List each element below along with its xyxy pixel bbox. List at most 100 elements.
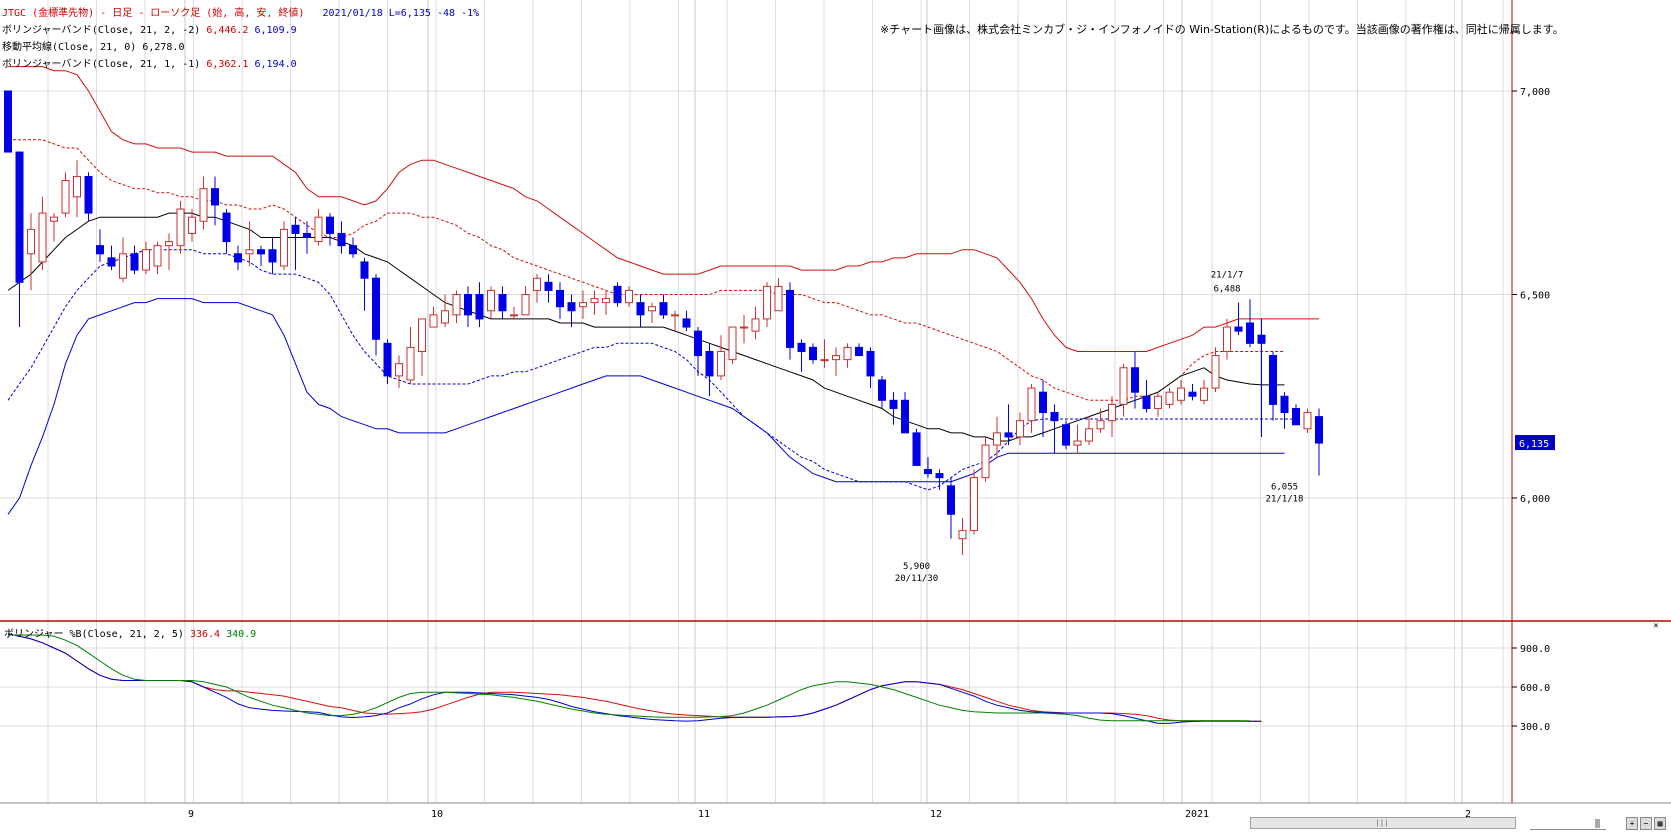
candle-body-down — [337, 232, 346, 247]
price-change: -48 — [436, 8, 456, 19]
candle-body-down — [613, 285, 622, 304]
x-tick-label: 11 — [698, 809, 710, 820]
price-annotation: 6,055 — [1271, 483, 1298, 493]
candle-body-down — [659, 302, 668, 316]
zoom-handle[interactable] — [1595, 819, 1600, 828]
candle-body-up — [579, 302, 587, 308]
bb2-lower: 6,109.9 — [254, 25, 297, 36]
candle-body-up — [1073, 440, 1082, 446]
candle-body-up — [1096, 420, 1105, 430]
candle-body-down — [130, 253, 139, 271]
chart-title-row: JTGC (金標準先物) - 日足 - ローソク足 (始, 高, 安, 終値) … — [2, 4, 479, 19]
candle-body-down — [303, 232, 311, 239]
candle-body-down — [211, 188, 219, 206]
candle-body-down — [855, 346, 863, 357]
candle-body-up — [510, 314, 518, 317]
pctb-line-2 — [8, 634, 1250, 722]
horizontal-scrollbar[interactable]: ||| — [1250, 817, 1516, 829]
price-annotation: 21/1/18 — [1266, 495, 1304, 505]
scroll-thumb[interactable]: ||| — [1375, 819, 1389, 827]
candle-body-up — [314, 216, 323, 243]
x-tick-label: 2021 — [1185, 809, 1209, 820]
candle-body-down — [878, 379, 886, 401]
candle-body-down — [694, 330, 702, 357]
price-annotation: 6,488 — [1213, 284, 1240, 294]
candle-body-up — [1154, 395, 1162, 409]
candle-body-down — [1050, 412, 1059, 422]
candle-body-up — [199, 188, 208, 222]
candle-body-up — [441, 310, 449, 324]
pctb-value-2: 340.9 — [226, 629, 257, 640]
price-annotation: 5,900 — [903, 562, 930, 572]
y-tick-label: 6,500 — [1520, 291, 1550, 302]
candle-body-up — [763, 285, 771, 320]
candle-body-up — [1200, 387, 1208, 401]
candle-body-down — [889, 399, 898, 409]
chart-date: 2021/01/18 — [322, 8, 383, 19]
candle-body-down — [326, 216, 334, 234]
candle-body-down — [1142, 395, 1151, 409]
x-tick-label: 12 — [930, 809, 942, 820]
x-tick-label: 9 — [188, 809, 194, 820]
candle-body-down — [464, 294, 472, 316]
candle-body-up — [188, 216, 196, 234]
bb2-label: ボリンジャーバンド(Close, 21, 2, -2) — [2, 25, 201, 36]
candle-body-down — [901, 399, 909, 434]
candle-body-down — [866, 350, 875, 377]
candle-body-down — [1246, 322, 1254, 344]
candle-body-up — [533, 277, 541, 291]
candle-body-up — [958, 530, 967, 540]
pctb-line-1 — [7, 633, 1262, 724]
candle-body-up — [38, 212, 47, 263]
candle-body-up — [717, 350, 725, 377]
price-change-pct: -1% — [461, 8, 480, 19]
candle-body-up — [774, 285, 783, 312]
candle-body-down — [1039, 391, 1047, 414]
candle-body-down — [935, 473, 944, 479]
zoom-slider[interactable] — [1530, 819, 1606, 830]
candle-body-down — [1292, 407, 1300, 426]
candle-body-down — [1269, 355, 1277, 405]
zoom-in-icon[interactable]: + — [1626, 817, 1638, 830]
candle-body-down — [234, 253, 242, 263]
pctb-line-0 — [7, 633, 1262, 722]
candle-body-up — [487, 289, 495, 312]
last-price-label: 6,135 — [1519, 439, 1549, 450]
ma-legend: 移動平均線(Close, 21, 0) 6,278.0 — [2, 38, 184, 53]
candle-body-up — [280, 228, 288, 267]
candle-body-down — [912, 432, 921, 466]
candle-body-up — [1085, 428, 1093, 442]
candle-body-up — [165, 241, 173, 247]
candle-body-up — [245, 249, 254, 255]
y-tick-label: 7,000 — [1520, 87, 1550, 98]
candle-body-down — [349, 245, 357, 255]
bollinger-bands — [7, 66, 1319, 515]
candle-body-down — [1062, 424, 1070, 446]
zoom-out-icon[interactable]: − — [1640, 817, 1652, 830]
candle-body-up — [625, 289, 633, 304]
pctb-value-1: 336.4 — [189, 629, 221, 640]
bb2-legend: ボリンジャーバンド(Close, 21, 2, -2) 6,446.2 6,10… — [2, 21, 297, 36]
candle-body-up — [970, 477, 978, 532]
candle-body-up — [1211, 355, 1220, 389]
candle-body-up — [429, 314, 438, 328]
candle-body-down — [291, 224, 300, 234]
bb2-upper: 6,446.2 — [206, 25, 249, 36]
annotations: 21/1/7 6,488 5,900 20/11/30 6,055 21/1/18 — [895, 270, 1304, 584]
band-line-0 — [8, 66, 1319, 352]
candle-body-up — [73, 175, 81, 198]
band-line-4 — [7, 298, 1285, 515]
candle-body-down — [4, 90, 12, 153]
candle-body-up — [1303, 412, 1312, 430]
candle-body-up — [648, 306, 656, 312]
chart-title: JTGC (金標準先物) - 日足 - ローソク足 (始, 高, 安, 終値) — [2, 8, 305, 19]
candle-body-down — [498, 294, 507, 312]
candle-body-up — [1027, 387, 1036, 422]
close-icon[interactable]: ✕ — [1653, 621, 1659, 631]
candle-body-up — [1119, 367, 1128, 405]
fit-icon[interactable]: ▦ — [1654, 817, 1666, 830]
candle-body-down — [1315, 416, 1323, 444]
candle-body-up — [50, 216, 58, 222]
candle-body-down — [544, 281, 553, 291]
candle-body-up — [751, 318, 760, 332]
